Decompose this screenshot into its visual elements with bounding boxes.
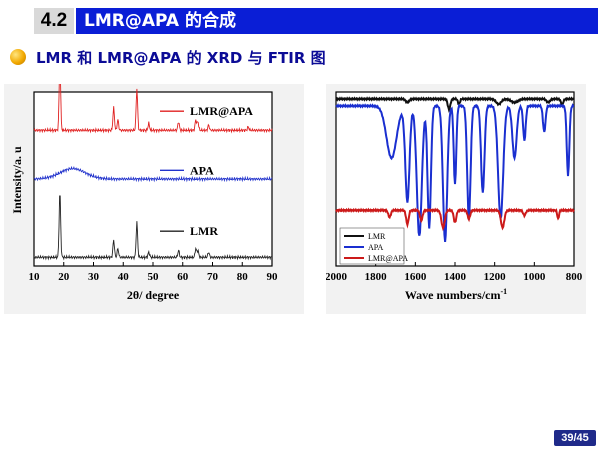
xrd-series-line-1 <box>33 165 273 183</box>
xrd-x-tick-label-4: 50 <box>148 271 160 283</box>
ftir-series-line-0 <box>335 96 575 113</box>
subtitle-text: LMR 和 LMR@APA 的 XRD 与 FTIR 图 <box>36 49 326 67</box>
ftir-legend-label-0: LMR <box>368 232 386 241</box>
ftir-x-tick-label-6: 800 <box>566 271 583 283</box>
xrd-x-tick-label-6: 70 <box>207 271 219 283</box>
xrd-series-line-0 <box>33 84 273 134</box>
ftir-x-tick-label-1: 1800 <box>365 271 388 283</box>
xrd-legend-label-0: LMR@APA <box>190 104 253 118</box>
ftir-series-line-1 <box>335 103 575 242</box>
ftir-legend-label-1: APA <box>368 243 383 252</box>
xrd-series-line-2 <box>33 195 273 261</box>
ftir-x-axis-label-text: Wave numbers/cm <box>405 288 501 302</box>
xrd-legend-label-1: APA <box>190 163 214 177</box>
ftir-x-tick-label-5: 1000 <box>523 271 546 283</box>
ftir-x-tick-label-0: 2000 <box>326 271 348 283</box>
xrd-x-tick-label-8: 90 <box>267 271 279 283</box>
xrd-x-tick-label-7: 80 <box>237 271 249 283</box>
ftir-series-line-2 <box>335 207 575 232</box>
ftir-x-tick-label-4: 1200 <box>484 271 507 283</box>
page-indicator: 39/45 <box>554 430 596 446</box>
xrd-legend-label-2: LMR <box>190 224 218 238</box>
ftir-chart: 2000 1800 1600 1400 1200 1000 800 LMR APA LMR@AP… <box>326 84 586 314</box>
ftir-legend-label-2: LMR@APA <box>368 254 408 263</box>
xrd-x-tick-label-5: 60 <box>177 271 189 283</box>
xrd-y-axis-label: Intensity/a. u <box>10 146 24 214</box>
ftir-x-axis-label: Wave numbers/cm-1 <box>405 287 507 302</box>
xrd-x-tick-label-0: 10 <box>29 271 41 283</box>
slide-title-bar: 4.2 LMR@APA 的合成 <box>2 8 598 34</box>
ftir-x-axis-label-unit: -1 <box>501 287 508 296</box>
xrd-x-tick-label-2: 30 <box>88 271 100 283</box>
ftir-x-tick-label-3: 1400 <box>444 271 467 283</box>
bullet-dot-icon <box>10 49 26 65</box>
xrd-x-tick-label-3: 40 <box>118 271 130 283</box>
slide-title: LMR@APA 的合成 <box>76 8 598 34</box>
xrd-x-axis-label: 2θ/ degree <box>127 288 180 302</box>
ftir-x-tick-label-2: 1600 <box>404 271 427 283</box>
section-number: 4.2 <box>34 8 74 34</box>
xrd-x-tick-label-1: 20 <box>58 271 70 283</box>
xrd-chart: LMR@APA APA LMR 10 20 30 40 50 60 70 80 90 Intensi… <box>4 84 304 314</box>
